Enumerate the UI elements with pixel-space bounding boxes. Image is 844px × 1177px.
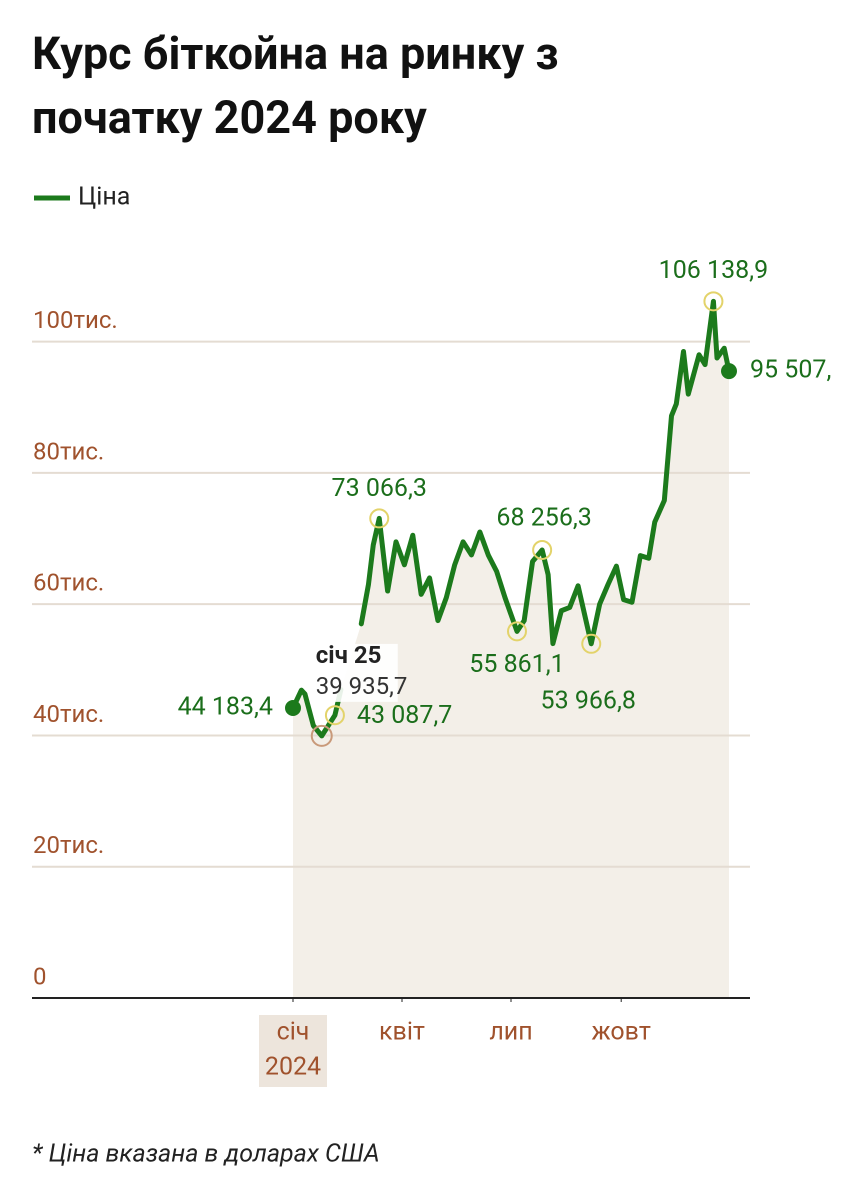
- annotation-label: 55 861,1: [469, 650, 564, 679]
- footnote: * Ціна вказана в доларах США: [32, 1140, 380, 1169]
- legend-label[interactable]: Ціна: [78, 183, 130, 212]
- end-dot: [285, 699, 301, 716]
- annotation-label: 106 138,9: [659, 256, 768, 285]
- tooltip-value: 39 935,7: [316, 672, 408, 700]
- x-tick-label: лип: [489, 1018, 532, 1047]
- y-tick-label: 80тис.: [33, 437, 104, 465]
- annotation-label: 73 066,3: [332, 474, 427, 503]
- tooltip-ring: [310, 724, 333, 747]
- tooltip-title: січ 25: [316, 641, 382, 669]
- area: [293, 301, 729, 998]
- y-tick-label: 0: [33, 962, 47, 990]
- chart-title: Курс біткойна на ринку з: [32, 27, 559, 80]
- annotation-label: 53 966,8: [541, 686, 636, 715]
- annotation-label: 44 183,4: [178, 693, 273, 722]
- annotation-label: 68 256,3: [496, 504, 591, 533]
- y-tick-label: 40тис.: [33, 700, 104, 728]
- x-tick-label: січ: [277, 1018, 310, 1047]
- line: [290, 687, 344, 739]
- highlight-ring: [369, 508, 390, 529]
- highlight-ring: [703, 291, 724, 312]
- y-tick-label: 100тис.: [33, 306, 118, 334]
- y-tick-label: 20тис.: [33, 831, 104, 859]
- line: [358, 298, 732, 647]
- annotation-label: 95 507,: [750, 356, 831, 385]
- highlight-ring: [324, 705, 345, 726]
- x-tick-label: квіт: [379, 1018, 425, 1047]
- highlight-ring: [506, 621, 527, 642]
- tooltip-box: [309, 643, 398, 702]
- annotation-label: 43 087,7: [357, 701, 452, 730]
- x-tick-label: жовт: [592, 1018, 651, 1047]
- tick-highlight: [259, 1015, 327, 1087]
- chart-title: початку 2024 року: [32, 91, 427, 144]
- highlight-ring: [581, 633, 602, 654]
- x-tick-label: 2024: [265, 1053, 321, 1082]
- highlight-ring: [532, 539, 553, 560]
- end-dot: [721, 363, 737, 380]
- y-tick-label: 60тис.: [33, 569, 104, 597]
